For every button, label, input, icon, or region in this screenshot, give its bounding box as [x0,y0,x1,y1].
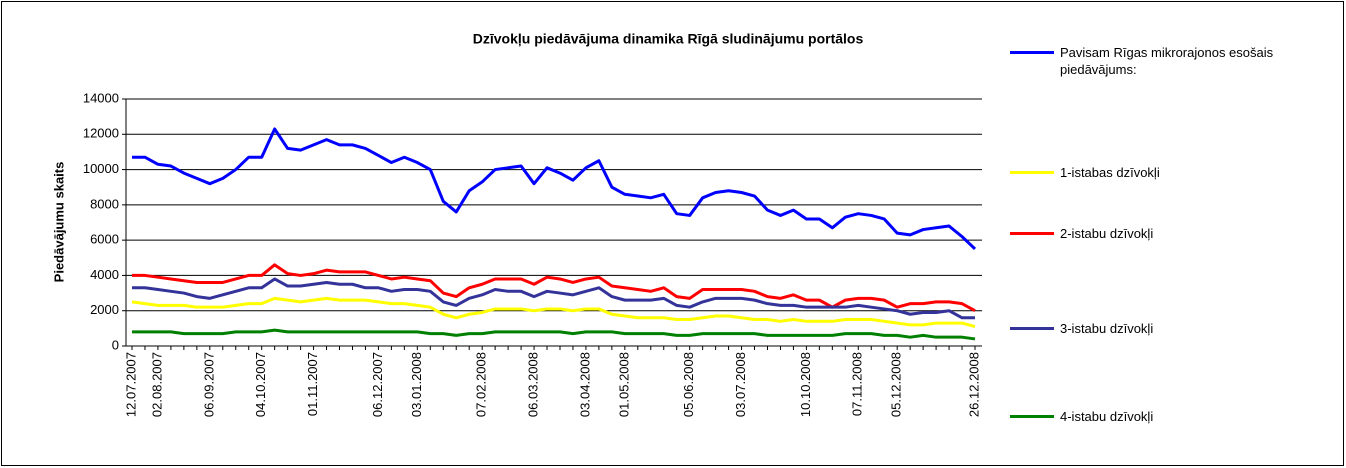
y-tick-label: 2000 [90,302,119,317]
legend-item: 4-istabu dzīvokļi [1010,408,1330,425]
y-axis-label: Piedāvājumu skaits [51,162,66,283]
series-line [132,328,976,341]
x-tick-label: 01.05.2008 [616,352,631,417]
legend-label: 2-istabu dzīvokļi [1060,226,1154,241]
x-tick-label: 05.12.2008 [889,352,904,417]
x-tick-label: 10.10.2008 [798,352,813,417]
x-tick-label: 07.11.2008 [850,352,865,416]
x-tick-label: 05.06.2008 [681,352,696,417]
y-tick-label: 6000 [90,232,119,247]
x-tick-label: 03.01.2008 [409,352,424,417]
legend-item: Pavisam Rīgas mikrorajonos esošais piedā… [1010,44,1320,78]
legend-swatch [1010,232,1054,235]
x-tick-label: 01.11.2007 [305,352,320,416]
x-tick-label: 06.03.2008 [525,352,540,417]
legend-item: 3-istabu dzīvokļi [1010,320,1330,337]
y-tick-label: 0 [112,337,119,352]
legend-label: Pavisam Rīgas mikrorajonos esošais piedā… [1060,45,1274,77]
x-tick-label: 12.07.2007 [123,352,138,417]
legend-item: 1-istabas dzīvokļi [1010,164,1330,181]
series-line [131,296,976,329]
legend-label: 4-istabu dzīvokļi [1060,409,1154,424]
legend-swatch [1010,327,1054,330]
y-tick-label: 12000 [83,126,119,141]
legend-label: 3-istabu dzīvokļi [1060,321,1154,336]
x-tick-label: 26.12.2008 [966,352,981,417]
y-tick-label: 10000 [83,161,119,176]
x-tick-label: 07.02.2008 [474,352,489,417]
chart-title: Dzīvokļu piedāvājuma dinamika Rīgā sludi… [473,31,864,47]
series-line [132,277,975,320]
x-tick-label: 02.08.2007 [149,352,164,417]
x-tick-label: 06.09.2007 [201,352,216,417]
legend-swatch [1010,415,1054,418]
y-tick-label: 4000 [90,267,119,282]
legend-swatch [1010,51,1054,54]
legend-label: 1-istabas dzīvokļi [1060,165,1160,180]
legend-item: 2-istabu dzīvokļi [1010,225,1330,242]
x-tick-label: 06.12.2007 [370,352,385,417]
legend-swatch [1010,171,1054,174]
series-line [132,127,977,251]
x-tick-label: 03.07.2008 [733,352,748,417]
x-tick-label: 04.10.2007 [253,352,268,417]
y-tick-label: 14000 [83,90,119,105]
y-tick-label: 8000 [90,196,119,211]
x-tick-label: 03.04.2008 [577,352,592,417]
